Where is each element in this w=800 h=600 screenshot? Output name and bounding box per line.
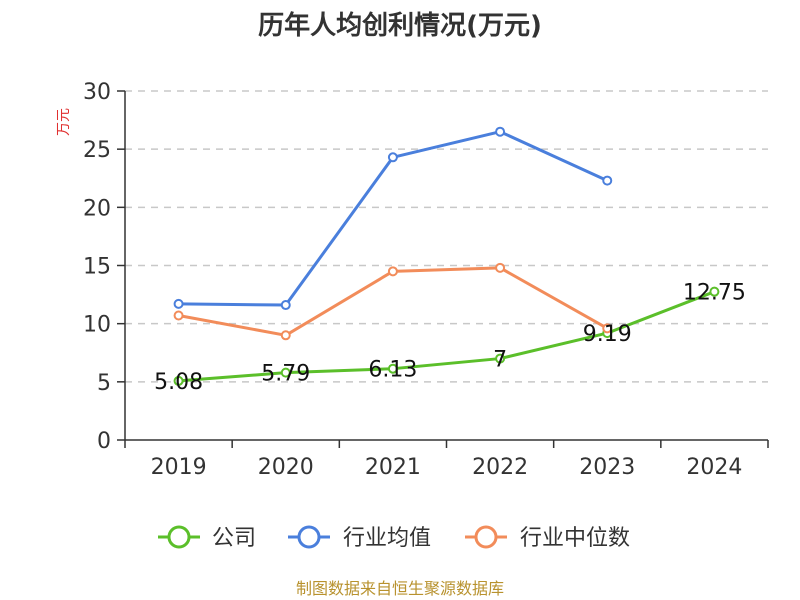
series-line-0 [178, 290, 715, 383]
series-2-point-2022[interactable] [495, 262, 506, 273]
legend-item-industry-mean[interactable]: 行业均值 [288, 525, 431, 551]
legend-item-company[interactable]: 公司 [158, 525, 256, 551]
y-tick-label-25: 25 [83, 138, 111, 163]
data-label-2020: 5.79 [261, 362, 310, 387]
legend-industry-median-label: 行业中位数 [520, 526, 630, 551]
series-2-point-2021[interactable] [387, 266, 398, 277]
y-axis-label: 万元 [56, 108, 72, 136]
series-2-point-2019[interactable] [173, 310, 184, 321]
data-label-2024: 12.75 [683, 281, 746, 306]
series-1-point-2022[interactable] [495, 126, 506, 137]
x-tick-label-2024: 2024 [686, 455, 742, 480]
legend-item-industry-median[interactable]: 行业中位数 [465, 525, 630, 551]
x-tick-label-2020: 2020 [258, 455, 314, 480]
data-label-2021: 6.13 [368, 358, 417, 383]
y-tick-label-10: 10 [83, 313, 111, 338]
y-tick-label-15: 15 [83, 255, 111, 280]
series-0-point-2020[interactable] [280, 367, 291, 378]
series-1-point-2020[interactable] [280, 300, 291, 311]
x-tick-label-2022: 2022 [472, 455, 528, 480]
x-tick-label-2021: 2021 [365, 455, 421, 480]
legend-industry-median-marker [474, 525, 498, 549]
series-line-2 [178, 266, 608, 337]
legend-company-label: 公司 [212, 526, 256, 551]
series-0-point-2021[interactable] [387, 363, 398, 374]
data-label-2022: 7 [493, 348, 507, 373]
data-label-2023: 9.19 [583, 322, 632, 347]
legend-company-marker [167, 525, 191, 549]
legend: 公司 行业均值 行业中位数 [158, 525, 630, 551]
series-0-point-2019[interactable] [173, 375, 184, 386]
y-tick-label-20: 20 [83, 196, 111, 221]
y-tick-label-5: 5 [97, 371, 111, 396]
gridlines [125, 90, 768, 383]
source-note: 制图数据来自恒生聚源数据库 [296, 579, 504, 598]
x-tick-label-2023: 2023 [579, 455, 635, 480]
series-lines [173, 126, 720, 386]
series-1-point-2023[interactable] [602, 175, 613, 186]
x-tick-label-2019: 2019 [151, 455, 207, 480]
series-0-point-2024[interactable] [709, 286, 720, 297]
series-2-point-2023[interactable] [602, 323, 613, 334]
y-tick-label-30: 30 [83, 80, 111, 105]
chart-title: 历年人均创利情况(万元) [258, 10, 542, 41]
data-label-2019: 5.08 [154, 370, 203, 395]
data-labels: 5.08 5.79 6.13 7 9.19 12.75 [154, 281, 746, 395]
axes: 0 5 10 15 20 25 30 2019 2020 2021 2022 2023 2024 [83, 80, 769, 480]
legend-industry-mean-label: 行业均值 [343, 526, 431, 551]
series-0-point-2022[interactable] [495, 353, 506, 364]
series-1-point-2021[interactable] [387, 152, 398, 163]
y-tick-label-0: 0 [97, 429, 111, 454]
legend-industry-mean-marker [297, 525, 321, 549]
series-1-point-2019[interactable] [173, 298, 184, 309]
series-2-point-2020[interactable] [280, 330, 291, 341]
